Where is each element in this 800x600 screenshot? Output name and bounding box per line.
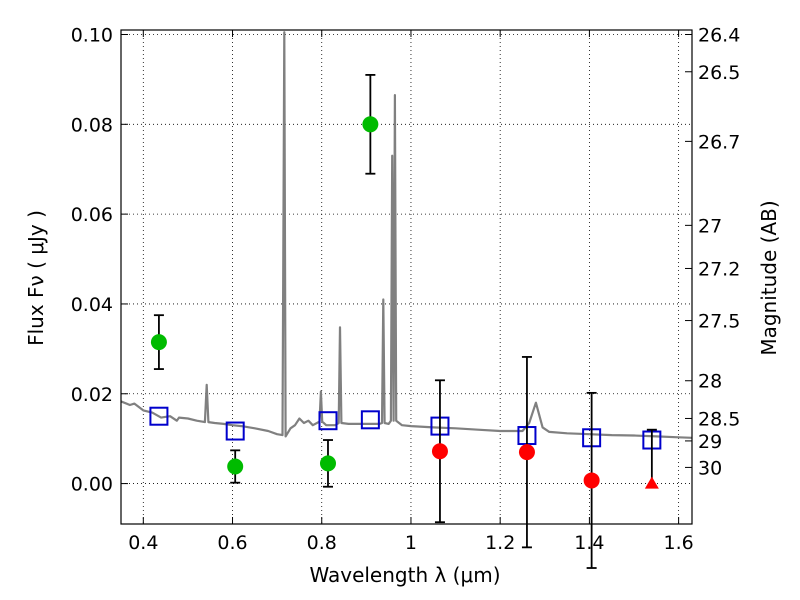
y-tick-label: 0.06 — [71, 204, 113, 226]
spectrum-line — [121, 31, 692, 439]
y2-tick-label: 26.7 — [698, 131, 740, 153]
y2-tick-label: 26.5 — [698, 62, 740, 84]
data-point-marker — [150, 334, 167, 351]
upper-limit-marker — [644, 476, 659, 489]
x-tick-label: 1.4 — [574, 532, 604, 554]
y-tick-label: 0.00 — [71, 474, 113, 496]
y-tick-label: 0.04 — [71, 294, 113, 316]
data-point-marker — [518, 444, 535, 461]
x-tick-label: 1.6 — [664, 532, 694, 554]
model-square-marker — [149, 406, 169, 426]
y2-tick-label: 27.2 — [698, 258, 740, 280]
data-point-marker — [319, 455, 336, 472]
data-point-marker — [227, 458, 244, 475]
x-tick-label: 1 — [405, 532, 417, 554]
y-axis-label: Flux Fν ( μJy ) — [24, 210, 48, 346]
y2-tick-label: 29 — [698, 431, 722, 453]
model-square-marker — [225, 421, 245, 441]
x-tick-label: 0.8 — [307, 532, 337, 554]
grid-layer — [121, 30, 692, 524]
y2-tick-label: 30 — [698, 457, 722, 479]
y-tick-label: 0.08 — [71, 114, 113, 136]
y2-tick-label: 28.5 — [698, 408, 740, 430]
data-point-marker — [431, 443, 448, 460]
plot-frame — [120, 29, 693, 525]
series-layer — [149, 74, 662, 569]
model-square-marker — [318, 411, 338, 431]
y2-tick-label: 27 — [698, 215, 722, 237]
model-square-marker — [360, 410, 380, 430]
x-tick-label: 0.6 — [217, 532, 247, 554]
y2-tick-label: 27.5 — [698, 311, 740, 333]
y2-tick-label: 26.4 — [698, 24, 740, 46]
x-axis-label: Wavelength λ (μm) — [309, 563, 500, 587]
y-tick-label: 0.02 — [71, 384, 113, 406]
data-point-marker — [362, 116, 379, 133]
y-tick-label: 0.10 — [71, 24, 113, 46]
y2-axis-label: Magnitude (AB) — [757, 200, 781, 355]
x-tick-label: 1.2 — [485, 532, 515, 554]
axes-layer: 0.4 0.6 0.8 1 1.2 1.4 1.6 0.00 0.02 0.04 0.06 0.08 0… — [71, 24, 741, 554]
data-point-marker — [583, 472, 600, 489]
y2-tick-label: 28 — [698, 371, 722, 393]
spectrum-layer — [121, 31, 692, 439]
x-tick-label: 0.4 — [128, 532, 158, 554]
